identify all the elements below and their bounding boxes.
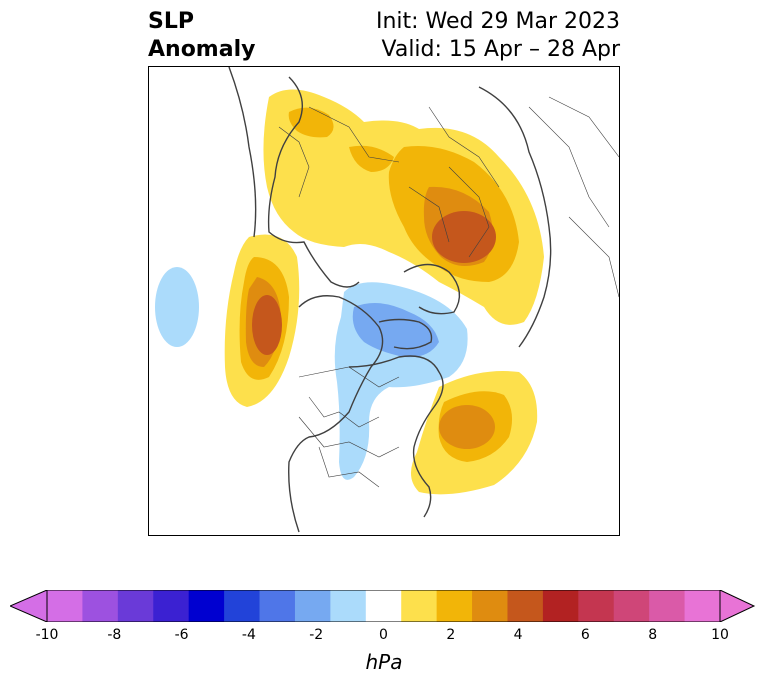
colorbar-tick-label: 6 <box>580 627 590 643</box>
colorbar-tick-label: 4 <box>513 627 523 643</box>
colorbar-tick-label: 2 <box>446 627 456 643</box>
colorbar-tick-label: -4 <box>241 627 256 643</box>
colorbar-outline <box>46 590 721 622</box>
colorbar-tick-label: -2 <box>309 627 324 643</box>
colorbar-segment <box>117 590 154 622</box>
colorbar-segment <box>578 590 615 622</box>
colorbar-under-arrow <box>10 590 48 622</box>
anomaly-map <box>155 67 619 533</box>
colorbar-segment <box>188 590 225 622</box>
anomaly-north-pacific-negative <box>155 267 199 347</box>
colorbar-segment <box>613 590 650 622</box>
colorbar-segment <box>330 590 367 622</box>
init-date: Init: Wed 29 Mar 2023 <box>375 9 620 34</box>
colorbar-tick-label: 8 <box>648 627 658 643</box>
colorbar-segment <box>47 590 83 622</box>
colorbar-segment <box>649 590 686 622</box>
colorbar-segment <box>436 590 473 622</box>
colorbar-tick-label: -6 <box>174 627 189 643</box>
colorbar-unit-label: hPa <box>365 650 403 674</box>
colorbar-segment <box>294 590 331 622</box>
chart-title: SLP Anomaly <box>148 8 255 64</box>
colorbar-segment <box>401 590 438 622</box>
colorbar <box>10 590 756 622</box>
colorbar-tick-label: -8 <box>107 627 122 643</box>
anomaly-gulf-of-alaska-positive <box>224 234 300 407</box>
valid-range: Valid: 15 Apr – 28 Apr <box>381 37 621 62</box>
coastlines <box>228 67 552 533</box>
colorbar-segment <box>224 590 261 622</box>
colorbar-segment <box>542 590 579 622</box>
colorbar-tick-label: 10 <box>711 627 729 643</box>
anomaly-canadian-arctic-negative <box>334 282 468 480</box>
borders <box>278 96 619 488</box>
map-panel <box>148 66 620 536</box>
colorbar-segment <box>365 590 402 622</box>
colorbar-segment <box>153 590 190 622</box>
date-info: Init: Wed 29 Mar 2023 Valid: 15 Apr – 28… <box>376 8 620 64</box>
colorbar-tick-label: -10 <box>35 627 59 643</box>
colorbar-segment <box>684 590 721 622</box>
anomaly-eurasia-positive <box>263 89 544 325</box>
title-line-2: Anomaly <box>148 37 256 62</box>
colorbar-segment <box>259 590 296 622</box>
anomaly-western-atlantic-positive <box>410 371 538 495</box>
title-line-1: SLP <box>148 9 194 34</box>
colorbar-tick-label: 0 <box>379 627 388 643</box>
colorbar-over-arrow <box>719 590 756 622</box>
colorbar-segment <box>82 590 119 622</box>
colorbar-segment <box>472 590 508 622</box>
colorbar-segment <box>507 590 544 622</box>
